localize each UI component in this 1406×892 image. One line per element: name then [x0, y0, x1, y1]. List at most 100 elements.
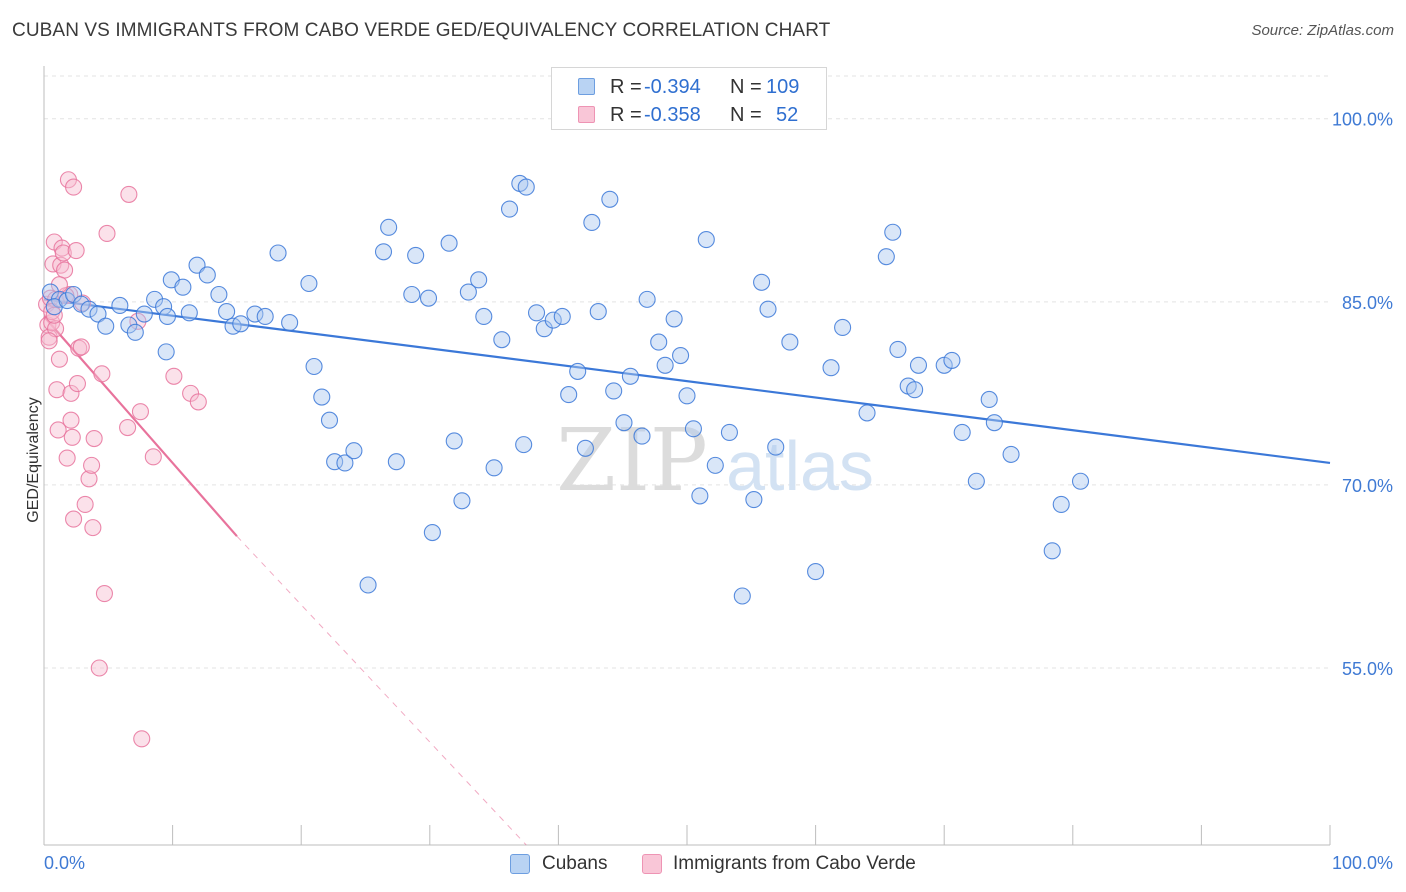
cuban-point: [470, 271, 488, 289]
cuban-point: [601, 190, 619, 208]
cubans-legend-swatch: [510, 854, 530, 874]
caboverde-point: [65, 510, 83, 528]
cuban-point: [858, 404, 876, 422]
legend-n-label: N =: [730, 76, 762, 98]
cuban-point: [621, 367, 639, 385]
cuban-point: [146, 290, 164, 308]
cuban-point: [111, 296, 129, 315]
legend-row-caboverde: R = -0.358 N = 52: [552, 101, 826, 129]
caboverde-point: [50, 276, 68, 294]
cuban-point: [943, 351, 961, 369]
cuban-point: [906, 381, 924, 399]
chart-title: CUBAN VS IMMIGRANTS FROM CABO VERDE GED/…: [12, 20, 831, 41]
caboverde-point: [49, 421, 67, 439]
cuban-point: [493, 331, 511, 349]
caboverde-point: [40, 332, 58, 350]
cuban-point: [633, 427, 651, 445]
cuban-point: [527, 304, 546, 322]
cuban-point: [650, 333, 668, 351]
cuban-point: [589, 303, 607, 321]
x-tick-label: 0.0%: [44, 853, 85, 873]
cuban-point: [980, 390, 998, 409]
cuban-point: [691, 487, 709, 505]
cuban-point: [269, 244, 287, 262]
cuban-point: [1071, 472, 1090, 490]
cuban-point: [877, 248, 895, 266]
caboverde-point: [67, 242, 85, 260]
caboverde-legend-swatch: [642, 854, 662, 874]
legend-r-value: -0.358: [644, 104, 701, 126]
cuban-point: [198, 266, 216, 284]
cuban-point: [753, 273, 771, 291]
cuban-point: [733, 587, 751, 605]
caboverde-point: [144, 448, 162, 466]
cuban-point: [807, 563, 825, 581]
axes: [43, 66, 1331, 846]
y-axis-label: GED/Equivalency: [25, 397, 42, 523]
trend-lines: [43, 298, 1331, 846]
caboverde-point: [131, 403, 149, 421]
cuban-point: [1002, 445, 1020, 463]
cuban-point: [423, 523, 441, 542]
cuban-point: [155, 298, 173, 316]
cuban-point: [576, 439, 594, 457]
cuban-point: [834, 318, 852, 337]
cuban-point: [305, 357, 323, 376]
cuban-point: [500, 200, 519, 218]
cuban-point: [440, 234, 458, 252]
caboverde-point: [62, 411, 80, 429]
caboverde-point: [189, 393, 207, 411]
caboverde-point: [40, 328, 58, 346]
cuban-point: [656, 356, 674, 374]
cuban-point: [615, 414, 633, 432]
caboverde-point: [133, 730, 151, 748]
cuban-point: [684, 420, 702, 438]
cuban-point: [697, 231, 715, 249]
cuban-point: [569, 362, 587, 380]
cuban-point: [313, 388, 331, 406]
cuban-point: [544, 311, 562, 329]
caboverde-point: [48, 381, 66, 399]
cuban-point: [475, 307, 493, 326]
cuban-point: [678, 387, 696, 405]
cuban-point: [889, 340, 907, 358]
caboverde-point: [83, 456, 101, 474]
cuban-point: [517, 178, 535, 196]
caboverde-legend-label: Immigrants from Cabo Verde: [673, 853, 916, 874]
y-tick-label: 70.0%: [1342, 476, 1393, 496]
watermark-zip: ZIP: [556, 411, 708, 511]
cuban-point: [218, 303, 236, 321]
caboverde-swatch: [578, 106, 595, 123]
cuban-points: [41, 174, 1090, 605]
cuban-point: [58, 292, 76, 310]
caboverde-points: [38, 171, 207, 748]
cuban-point: [605, 382, 623, 400]
legend-r-label: R =: [610, 104, 642, 126]
cuban-point: [706, 456, 724, 474]
caboverde-point: [98, 224, 116, 243]
cubans-trend-line: [43, 298, 1331, 465]
cuban-point: [767, 438, 785, 456]
cuban-point: [672, 346, 690, 365]
correlation-legend: R = -0.394 N = 109 R = -0.358 N = 52: [551, 67, 827, 130]
cuban-point: [419, 289, 438, 307]
legend-n-value: 52: [776, 104, 799, 126]
caboverde-trend-extension: [236, 535, 527, 846]
source-label: Source: ZipAtlas.com: [1251, 22, 1394, 39]
y-tick-label: 85.0%: [1342, 293, 1393, 313]
cuban-point: [759, 300, 777, 318]
caboverde-point: [119, 418, 137, 437]
caboverde-point: [68, 375, 86, 393]
cuban-point: [126, 323, 144, 341]
caboverde-point: [72, 338, 90, 356]
caboverde-point: [85, 429, 103, 448]
cubans-legend-label: Cubans: [542, 853, 608, 874]
cuban-point: [781, 333, 799, 351]
legend-r-value: -0.394: [644, 76, 701, 98]
cuban-point: [822, 359, 840, 377]
grid-lines: [44, 75, 1330, 669]
cuban-point: [953, 423, 971, 441]
cuban-point: [380, 218, 398, 236]
cuban-point: [89, 305, 107, 323]
